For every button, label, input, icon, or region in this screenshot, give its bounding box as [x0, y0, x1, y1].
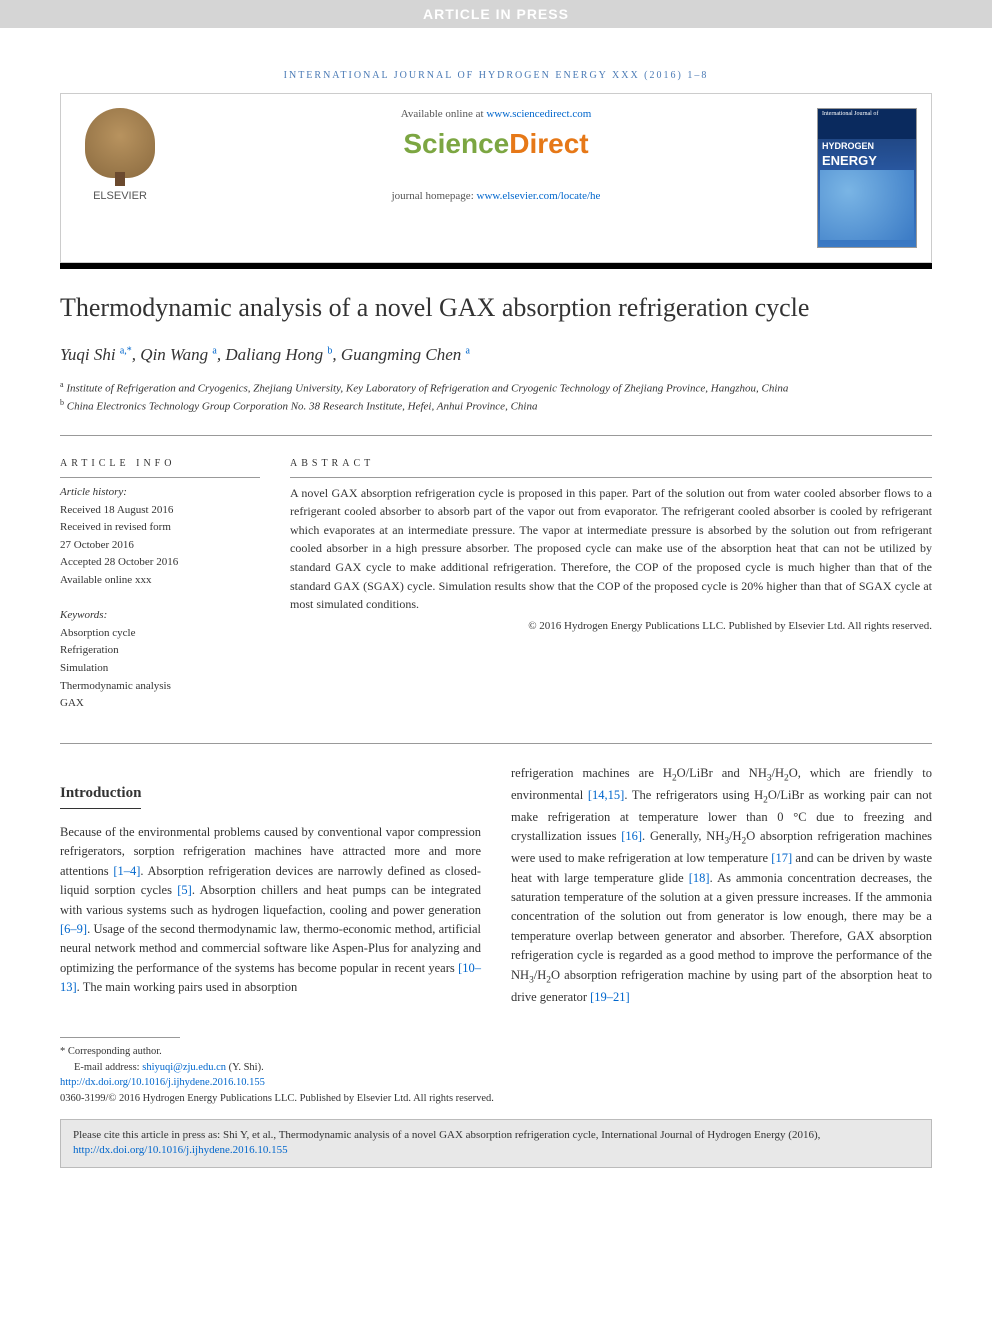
- affiliation-line: a Institute of Refrigeration and Cryogen…: [60, 379, 932, 397]
- available-online-text: Available online at www.sciencedirect.co…: [185, 108, 807, 120]
- revised-line2: 27 October 2016: [60, 537, 260, 555]
- author-affil-sup: a: [466, 345, 470, 356]
- journal-cover-image: [820, 170, 914, 240]
- author-affil-sup: b: [327, 345, 332, 356]
- cite-text: Please cite this article in press as: Sh…: [73, 1129, 820, 1141]
- ref-link[interactable]: [1–4]: [113, 864, 140, 878]
- doi-link[interactable]: http://dx.doi.org/10.1016/j.ijhydene.201…: [60, 1077, 265, 1088]
- affil-sup: a: [60, 380, 64, 389]
- authors-list: Yuqi Shi a,*, Qin Wang a, Daliang Hong b…: [60, 345, 932, 365]
- accepted-date: Accepted 28 October 2016: [60, 554, 260, 572]
- keyword-item: Thermodynamic analysis: [60, 678, 260, 696]
- journal-cover-subtitle: International Journal of: [818, 109, 916, 139]
- elsevier-label: ELSEVIER: [75, 190, 165, 202]
- email-link[interactable]: shiyuqi@zju.edu.cn: [142, 1062, 226, 1073]
- info-abstract-row: ARTICLE INFO Article history: Received 1…: [60, 456, 932, 713]
- abstract-copyright: © 2016 Hydrogen Energy Publications LLC.…: [290, 618, 932, 635]
- elsevier-logo: ELSEVIER: [75, 108, 165, 208]
- cite-doi-link[interactable]: http://dx.doi.org/10.1016/j.ijhydene.201…: [73, 1144, 288, 1156]
- available-label: Available online at: [401, 108, 487, 120]
- author-name: Yuqi Shi a,*: [60, 345, 132, 364]
- sd-science-word: Science: [403, 128, 509, 159]
- article-history-label: Article history:: [60, 484, 260, 502]
- affil-sup: b: [60, 398, 64, 407]
- homepage-link[interactable]: www.elsevier.com/locate/he: [477, 190, 601, 202]
- body-text: O/LiBr and NH: [677, 766, 767, 780]
- author-affil-sup: a: [212, 345, 216, 356]
- affiliations: a Institute of Refrigeration and Cryogen…: [60, 379, 932, 415]
- body-text: . As ammonia concentration decreases, th…: [511, 871, 932, 982]
- ref-link[interactable]: [16]: [621, 829, 642, 843]
- intro-paragraph-right: refrigeration machines are H2O/LiBr and …: [511, 764, 932, 1007]
- intro-paragraph-left: Because of the environmental problems ca…: [60, 823, 481, 997]
- divider: [60, 435, 932, 436]
- issn-copyright: 0360-3199/© 2016 Hydrogen Energy Publica…: [60, 1091, 932, 1107]
- body-text: . The refrigerators using H: [624, 788, 763, 802]
- email-line: E-mail address: shiyuqi@zju.edu.cn (Y. S…: [60, 1060, 932, 1076]
- email-label: E-mail address:: [74, 1062, 142, 1073]
- keywords-list: Absorption cycleRefrigerationSimulationT…: [60, 625, 260, 713]
- elsevier-tree-icon: [85, 108, 155, 178]
- keyword-item: Simulation: [60, 660, 260, 678]
- abstract-text: A novel GAX absorption refrigeration cyc…: [290, 484, 932, 614]
- ref-link[interactable]: [5]: [177, 883, 192, 897]
- author-affil-sup: a,*: [120, 345, 132, 356]
- email-suffix: (Y. Shi).: [226, 1062, 264, 1073]
- ref-link[interactable]: [14,15]: [588, 788, 624, 802]
- sciencedirect-logo: ScienceDirect: [185, 128, 807, 160]
- journal-cover-energy: ENERGY: [818, 153, 916, 168]
- body-column-left: Introduction Because of the environmenta…: [60, 764, 481, 1007]
- abstract-column: ABSTRACT A novel GAX absorption refriger…: [290, 456, 932, 713]
- sciencedirect-link[interactable]: www.sciencedirect.com: [486, 108, 591, 120]
- body-text: /H: [772, 766, 785, 780]
- author-name: Daliang Hong b: [225, 345, 332, 364]
- author-name: Guangming Chen a: [341, 345, 470, 364]
- ref-link[interactable]: [18]: [689, 871, 710, 885]
- introduction-header: Introduction: [60, 782, 141, 809]
- keywords-label: Keywords:: [60, 607, 260, 625]
- article-info-header: ARTICLE INFO: [60, 456, 260, 478]
- body-text: . Usage of the second thermodynamic law,…: [60, 922, 481, 975]
- revised-line1: Received in revised form: [60, 519, 260, 537]
- body-text: /H: [534, 968, 547, 982]
- keyword-item: GAX: [60, 695, 260, 713]
- sd-direct-word: Direct: [509, 128, 588, 159]
- journal-homepage: journal homepage: www.elsevier.com/locat…: [185, 190, 807, 202]
- keyword-item: Absorption cycle: [60, 625, 260, 643]
- keyword-item: Refrigeration: [60, 642, 260, 660]
- ref-link[interactable]: [19–21]: [590, 990, 630, 1004]
- body-text: /H: [729, 829, 742, 843]
- body-text: refrigeration machines are H: [511, 766, 672, 780]
- abstract-header: ABSTRACT: [290, 456, 932, 478]
- affiliation-line: b China Electronics Technology Group Cor…: [60, 397, 932, 415]
- section-divider: [60, 743, 932, 744]
- body-columns: Introduction Because of the environmenta…: [60, 764, 932, 1007]
- article-title: Thermodynamic analysis of a novel GAX ab…: [60, 291, 932, 325]
- footnote-divider: [60, 1037, 180, 1038]
- footnotes: * Corresponding author. E-mail address: …: [60, 1044, 932, 1107]
- header-black-bar: [60, 263, 932, 269]
- body-column-right: refrigeration machines are H2O/LiBr and …: [511, 764, 932, 1007]
- header-center: Available online at www.sciencedirect.co…: [185, 108, 807, 202]
- article-info-column: ARTICLE INFO Article history: Received 1…: [60, 456, 260, 713]
- available-online: Available online xxx: [60, 572, 260, 590]
- body-text: O absorption refrigeration machine by us…: [511, 968, 932, 1004]
- journal-cover-hydrogen: HYDROGEN: [818, 139, 916, 153]
- header-box: ELSEVIER International Journal of HYDROG…: [60, 93, 932, 263]
- article-in-press-banner: ARTICLE IN PRESS: [0, 0, 992, 28]
- received-date: Received 18 August 2016: [60, 502, 260, 520]
- journal-cover-thumbnail: International Journal of HYDROGEN ENERGY: [817, 108, 917, 248]
- page-content: INTERNATIONAL JOURNAL OF HYDROGEN ENERGY…: [0, 28, 992, 1208]
- body-text: . Generally, NH: [642, 829, 724, 843]
- body-text: . The main working pairs used in absorpt…: [77, 980, 298, 994]
- citation-box: Please cite this article in press as: Sh…: [60, 1119, 932, 1168]
- corresponding-author: * Corresponding author.: [60, 1044, 932, 1060]
- ref-link[interactable]: [17]: [771, 851, 792, 865]
- homepage-label: journal homepage:: [392, 190, 477, 202]
- ref-link[interactable]: [6–9]: [60, 922, 87, 936]
- journal-reference: INTERNATIONAL JOURNAL OF HYDROGEN ENERGY…: [60, 58, 932, 93]
- author-name: Qin Wang a: [140, 345, 217, 364]
